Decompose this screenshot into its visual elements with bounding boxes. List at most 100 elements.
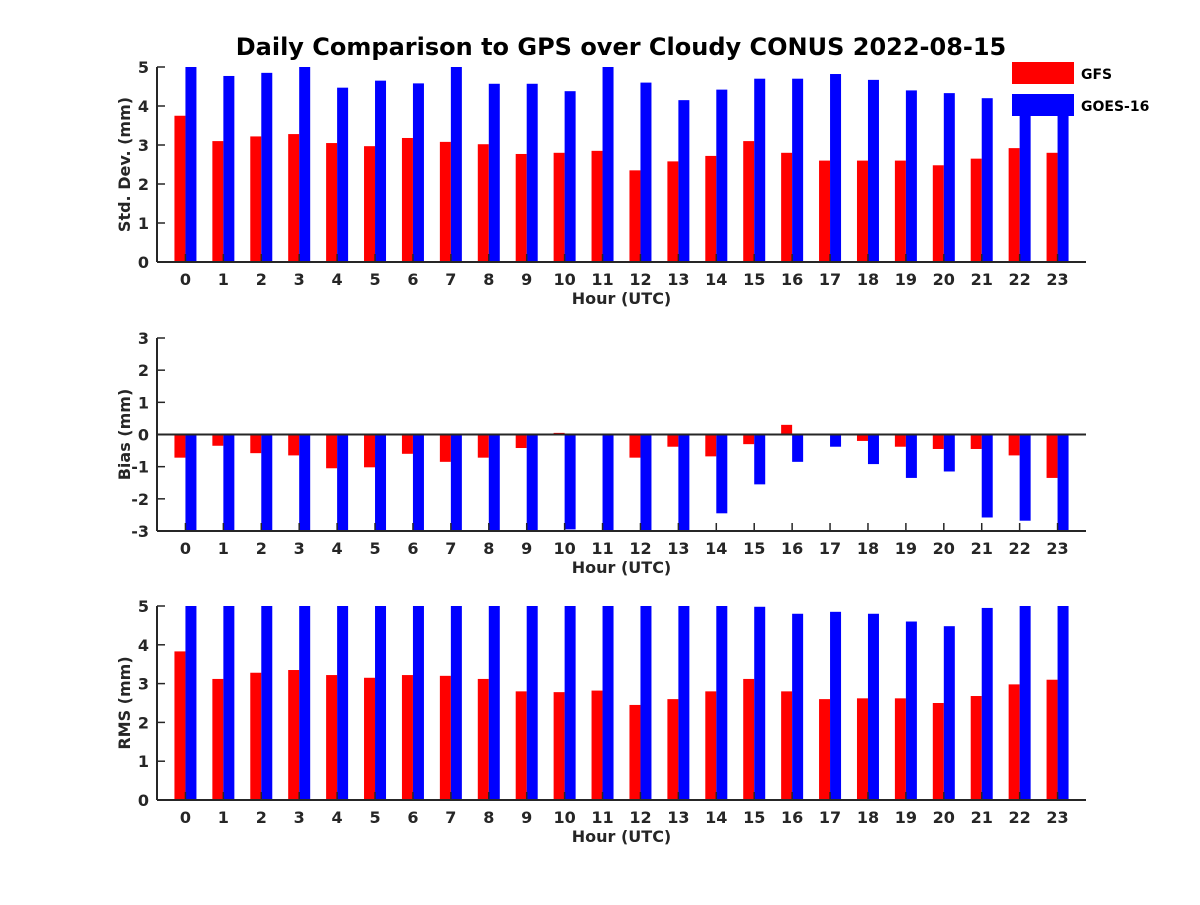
x-tick-label: 8: [483, 808, 494, 827]
bar-gfs-hour-9: [515, 153, 527, 262]
chart-title: Daily Comparison to GPS over Cloudy CONU…: [236, 33, 1007, 61]
bar-gfs-hour-8: [477, 678, 489, 800]
x-tick-label: 8: [483, 539, 494, 558]
bar-goes-16-hour-16: [792, 434, 804, 462]
x-tick-label: 13: [667, 539, 689, 558]
x-tick-label: 10: [553, 808, 575, 827]
bar-goes-16-hour-13: [678, 100, 690, 263]
x-tick-label: 18: [857, 539, 879, 558]
bar-gfs-hour-4: [326, 434, 338, 469]
bar-gfs-hour-4: [326, 143, 338, 262]
x-tick-label: 20: [933, 808, 955, 827]
bar-gfs-hour-21: [970, 434, 982, 449]
bar-gfs-hour-23: [1046, 434, 1058, 478]
bar-gfs-hour-6: [401, 137, 413, 262]
bar-gfs-hour-2: [250, 434, 262, 454]
x-tick-label: 5: [369, 808, 380, 827]
bar-gfs-hour-6: [401, 434, 413, 454]
y-tick-label: 1: [138, 214, 149, 233]
bar-gfs-hour-5: [364, 434, 376, 468]
bar-goes-16-hour-1: [223, 75, 235, 262]
bar-gfs-hour-13: [667, 434, 679, 447]
bar-goes-16-hour-22: [1019, 97, 1031, 262]
bar-goes-16-hour-5: [375, 434, 387, 531]
x-tick-label: 11: [591, 808, 613, 827]
bar-gfs-hour-9: [515, 691, 527, 800]
bar-goes-16-hour-9: [526, 434, 538, 531]
x-tick-label: 9: [521, 539, 532, 558]
bar-goes-16-hour-23: [1057, 434, 1069, 531]
x-tick-label: 1: [218, 270, 229, 289]
bar-goes-16-hour-13: [678, 434, 690, 531]
bar-gfs-hour-21: [970, 696, 982, 800]
bar-goes-16-hour-15: [754, 606, 766, 800]
x-tick-label: 0: [180, 270, 191, 289]
bar-gfs-hour-10: [553, 692, 565, 800]
x-tick-label: 9: [521, 808, 532, 827]
bar-goes-16-hour-9: [526, 83, 538, 263]
x-tick-label: 4: [332, 270, 343, 289]
x-tick-label: 18: [857, 808, 879, 827]
x-tick-label: 21: [971, 270, 993, 289]
bar-goes-16-hour-0: [185, 67, 197, 262]
bar-goes-16-hour-4: [337, 606, 349, 800]
bar-goes-16-hour-20: [943, 434, 955, 472]
x-tick-label: 1: [218, 539, 229, 558]
legend-swatch-goes-16: [1012, 94, 1074, 116]
bar-gfs-hour-15: [743, 141, 755, 262]
bar-goes-16-hour-1: [223, 606, 235, 800]
bar-gfs-hour-17: [819, 699, 831, 800]
bar-goes-16-hour-14: [716, 89, 728, 263]
bar-gfs-hour-4: [326, 675, 338, 800]
bar-gfs-hour-0: [174, 651, 186, 800]
bar-goes-16-hour-6: [412, 434, 424, 531]
bar-goes-16-hour-10: [564, 434, 576, 530]
bar-goes-16-hour-19: [905, 621, 917, 800]
y-tick-label: 1: [138, 752, 149, 771]
bar-goes-16-hour-3: [299, 606, 311, 800]
bar-gfs-hour-0: [174, 434, 186, 458]
x-tick-label: 17: [819, 808, 841, 827]
bar-goes-16-hour-13: [678, 606, 690, 800]
bar-goes-16-hour-16: [792, 78, 804, 262]
y-tick-label: 4: [138, 636, 149, 655]
bar-gfs-hour-15: [743, 434, 755, 445]
bar-gfs-hour-18: [856, 160, 868, 262]
bar-goes-16-hour-18: [867, 613, 879, 800]
bar-gfs-hour-19: [894, 434, 906, 447]
bar-goes-16-hour-12: [640, 82, 652, 262]
bar-gfs-hour-18: [856, 434, 868, 441]
bar-gfs-hour-3: [288, 434, 300, 456]
x-tick-label: 21: [971, 808, 993, 827]
y-axis-label: Bias (mm): [115, 389, 134, 481]
bar-gfs-hour-17: [819, 160, 831, 262]
bar-gfs-hour-16: [781, 152, 793, 262]
x-tick-label: 23: [1046, 808, 1068, 827]
x-tick-label: 3: [294, 539, 305, 558]
x-tick-label: 19: [895, 539, 917, 558]
bar-goes-16-hour-21: [981, 607, 993, 800]
bar-goes-16-hour-8: [488, 606, 500, 800]
y-tick-label: -2: [131, 490, 149, 509]
bar-goes-16-hour-21: [981, 434, 993, 518]
bar-goes-16-hour-20: [943, 626, 955, 800]
bar-goes-16-hour-2: [261, 72, 273, 262]
bar-goes-16-hour-17: [830, 434, 842, 447]
x-tick-label: 7: [445, 270, 456, 289]
bar-gfs-hour-22: [1008, 148, 1020, 262]
x-tick-label: 3: [294, 270, 305, 289]
x-tick-label: 2: [256, 270, 267, 289]
bar-gfs-hour-20: [932, 434, 944, 449]
bar-gfs-hour-11: [591, 690, 603, 800]
legend-label-goes-16: GOES-16: [1081, 99, 1149, 115]
x-tick-label: 13: [667, 270, 689, 289]
bar-goes-16-hour-10: [564, 91, 576, 263]
bar-goes-16-hour-18: [867, 434, 879, 465]
bar-gfs-hour-20: [932, 165, 944, 262]
x-tick-label: 9: [521, 270, 532, 289]
bar-goes-16-hour-17: [830, 611, 842, 800]
x-tick-label: 1: [218, 808, 229, 827]
x-tick-label: 6: [407, 808, 418, 827]
